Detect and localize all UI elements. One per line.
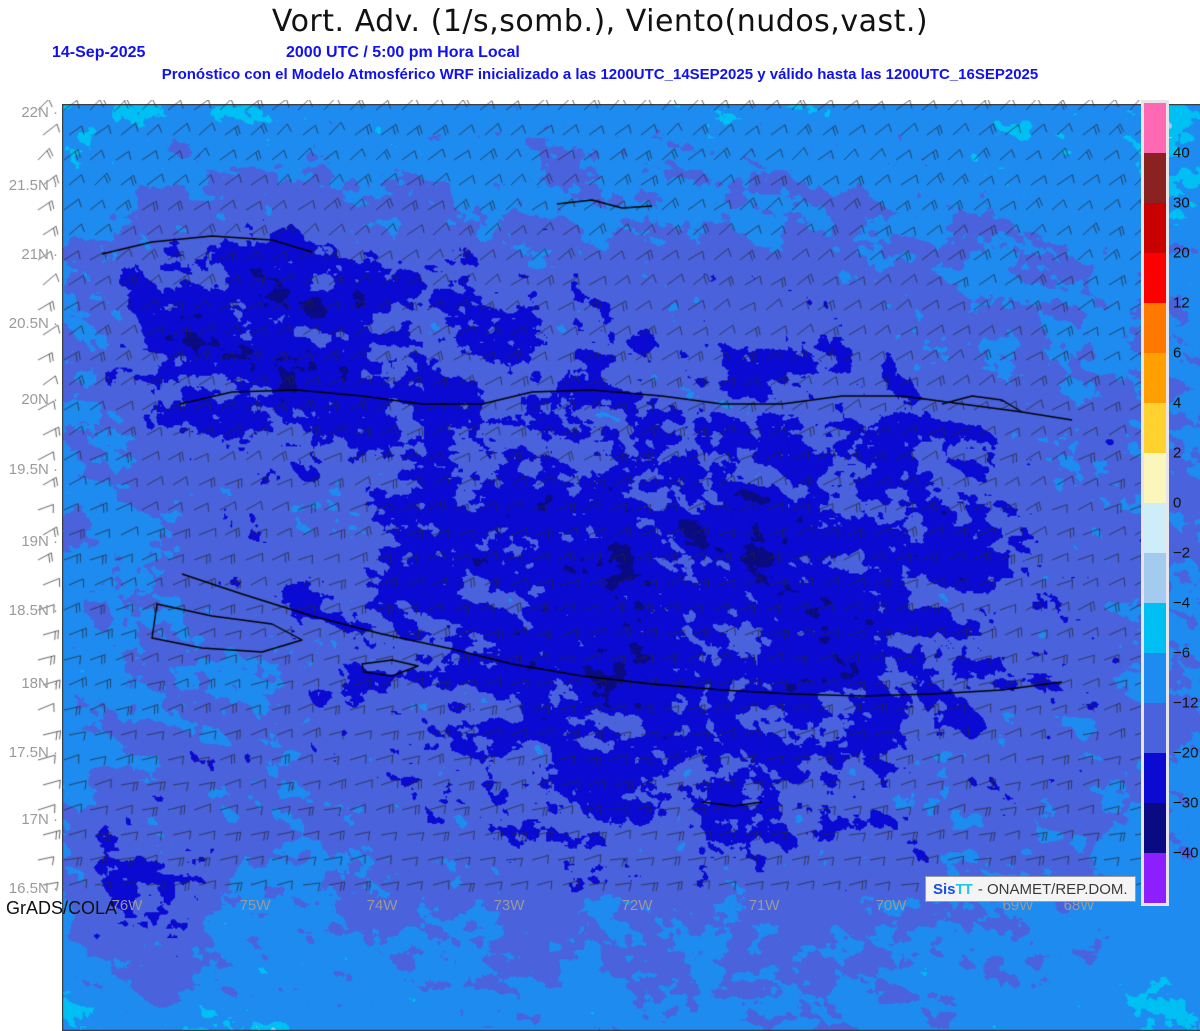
grads-credit: GrADS/COLA <box>6 898 118 918</box>
colorbar-tick-label: 0 <box>1173 494 1182 512</box>
forecast-time: 2000 UTC / 5:00 pm Hora Local <box>286 44 520 61</box>
colorbar-tick-label: 2 <box>1173 444 1182 462</box>
sistt-onamet-logo: Sis TT - ONAMET/REP.DOM. <box>925 876 1136 902</box>
colorbar-band <box>1144 453 1166 503</box>
colorbar-band <box>1144 403 1166 453</box>
forecast-date: 14-Sep-2025 <box>52 44 146 61</box>
lat-tick-label: 19N · <box>21 533 58 550</box>
logo-sis-text: Sis <box>933 880 956 898</box>
lon-tick-label: 71W <box>748 897 780 914</box>
lat-tick-label: 16.5N · <box>8 880 58 897</box>
colorbar <box>1144 103 1166 903</box>
colorbar-band <box>1144 153 1166 203</box>
logo-tt-text: TT <box>955 880 973 898</box>
logo-org-text: - ONAMET/REP.DOM. <box>977 880 1128 898</box>
page-title: Vort. Adv. (1/s,somb.), Viento(nudos,vas… <box>271 4 929 39</box>
lon-tick-label: 72W <box>621 897 653 914</box>
lat-tick-label: 18N · <box>21 675 58 692</box>
colorbar-band <box>1144 703 1166 753</box>
colorbar-band <box>1144 753 1166 803</box>
colorbar-tick-label: −12 <box>1173 694 1199 712</box>
lon-tick-label: 73W <box>493 897 525 914</box>
colorbar-band <box>1144 603 1166 653</box>
colorbar-tick-label: −40 <box>1173 844 1199 862</box>
lon-tick-label: 76W <box>111 897 143 914</box>
colorbar-tick-label: 6 <box>1173 344 1182 362</box>
colorbar-band <box>1144 103 1166 153</box>
colorbar-tick-label: −30 <box>1173 794 1199 812</box>
lat-tick-label: 18.5N · <box>8 602 58 619</box>
colorbar-tick-label: −4 <box>1173 594 1191 612</box>
colorbar-tick-label: −2 <box>1173 544 1191 562</box>
colorbar-tick-label: −6 <box>1173 644 1191 662</box>
lat-tick-label: 20N · <box>21 391 58 408</box>
colorbar-tick-label: 40 <box>1173 144 1190 162</box>
colorbar-band <box>1144 303 1166 353</box>
colorbar-band <box>1144 253 1166 303</box>
colorbar-band <box>1144 803 1166 853</box>
model-validity-text: Pronóstico con el Modelo Atmosférico WRF… <box>161 66 1039 83</box>
lat-tick-label: 19.5N · <box>8 461 58 478</box>
colorbar-band <box>1144 203 1166 253</box>
colorbar-band <box>1144 503 1166 553</box>
lon-tick-label: 70W <box>875 897 907 914</box>
colorbar-band <box>1144 653 1166 703</box>
colorbar-tick-label: −20 <box>1173 744 1199 762</box>
lat-tick-label: 22N · <box>21 104 58 121</box>
colorbar-tick-label: 4 <box>1173 394 1182 412</box>
lat-tick-label: 17N · <box>21 811 58 828</box>
colorbar-band <box>1144 853 1166 903</box>
colorbar-band <box>1144 553 1166 603</box>
lon-tick-label: 75W <box>239 897 271 914</box>
colorbar-tick-label: 30 <box>1173 194 1190 212</box>
lat-tick-label: 21.5N · <box>8 177 58 194</box>
lat-tick-label: 17.5N · <box>8 744 58 761</box>
colorbar-tick-label: 12 <box>1173 294 1190 312</box>
lat-tick-label: 21N · <box>21 246 58 263</box>
colorbar-tick-label: 20 <box>1173 244 1190 262</box>
header-subline: 14-Sep-2025 2000 UTC / 5:00 pm Hora Loca… <box>0 44 1200 66</box>
colorbar-band <box>1144 353 1166 403</box>
lat-tick-label: 20.5N · <box>8 315 58 332</box>
lon-tick-label: 74W <box>366 897 398 914</box>
